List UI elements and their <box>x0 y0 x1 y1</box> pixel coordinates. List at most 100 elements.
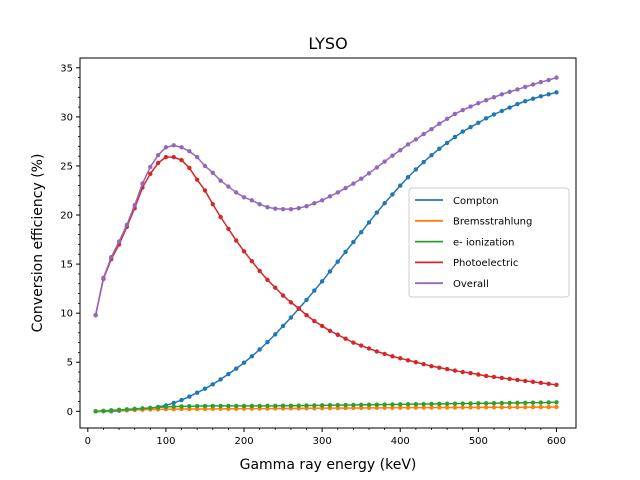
data-point <box>483 401 489 406</box>
data-point <box>499 405 504 410</box>
data-point <box>405 142 411 147</box>
y-tick-label: 20 <box>60 211 73 222</box>
data-point <box>179 404 184 409</box>
data-point <box>179 145 184 150</box>
data-point <box>257 403 262 409</box>
data-point <box>554 75 559 80</box>
data-point <box>374 402 380 407</box>
data-point <box>351 181 356 186</box>
data-point <box>499 108 504 114</box>
data-point <box>288 300 294 305</box>
data-point <box>421 401 426 407</box>
data-point <box>398 183 403 188</box>
data-point <box>366 220 372 225</box>
data-point <box>265 403 270 409</box>
data-point <box>335 332 340 337</box>
data-point <box>444 401 450 406</box>
data-point <box>116 407 122 413</box>
data-point <box>265 204 270 210</box>
data-point <box>546 381 551 387</box>
data-point <box>530 96 536 101</box>
data-point <box>234 403 239 409</box>
data-point <box>210 403 215 409</box>
data-point <box>382 351 387 357</box>
x-tick-label: 500 <box>469 436 488 447</box>
data-point <box>202 163 208 169</box>
data-point <box>444 140 450 146</box>
data-point <box>366 171 372 176</box>
data-point <box>124 222 130 228</box>
data-point <box>554 382 559 388</box>
legend-item: Photoelectric <box>415 258 518 269</box>
data-point <box>374 349 380 354</box>
data-point <box>499 92 504 97</box>
data-point <box>273 403 278 409</box>
data-point <box>382 159 387 164</box>
data-point <box>132 203 137 208</box>
data-point <box>132 406 137 412</box>
data-point <box>483 373 489 379</box>
data-point <box>366 402 372 407</box>
data-point <box>241 249 247 254</box>
data-point <box>93 409 98 414</box>
data-point <box>398 405 403 410</box>
data-point <box>421 159 426 165</box>
legend-label: Bremsstrahlung <box>453 217 532 228</box>
data-point <box>523 404 528 410</box>
data-point <box>546 400 551 405</box>
data-point <box>413 137 419 142</box>
data-point <box>327 328 333 334</box>
data-point <box>343 402 348 408</box>
y-axis: 0 5 10 15 20 25 30 35 <box>60 63 80 418</box>
data-point <box>460 129 465 134</box>
data-point <box>319 279 325 284</box>
data-point <box>398 148 403 153</box>
data-point <box>304 403 309 408</box>
data-point <box>273 285 278 290</box>
data-point <box>437 146 442 151</box>
data-point <box>444 116 450 122</box>
data-point <box>476 405 481 410</box>
data-point <box>538 79 544 85</box>
data-point <box>359 230 364 235</box>
data-point <box>437 401 442 407</box>
data-point <box>452 111 458 117</box>
x-tick-label: 0 <box>85 436 91 447</box>
data-point <box>101 408 106 414</box>
y-tick-label: 25 <box>60 161 73 172</box>
data-point <box>93 312 98 318</box>
legend-item: Overall <box>415 279 489 290</box>
legend-item: e- ionization <box>415 237 514 248</box>
data-point <box>476 100 481 106</box>
data-point <box>351 402 356 408</box>
data-point <box>366 346 372 351</box>
data-point <box>366 405 372 411</box>
data-point <box>538 380 544 386</box>
data-point <box>343 249 348 255</box>
data-point <box>483 116 489 121</box>
data-point <box>444 366 450 372</box>
data-point <box>312 201 317 206</box>
data-point <box>257 268 262 274</box>
data-point <box>234 366 239 371</box>
data-point <box>413 405 419 410</box>
data-point <box>359 176 364 181</box>
plot-frame <box>79 57 577 429</box>
data-point <box>280 206 286 212</box>
data-point <box>319 323 325 329</box>
data-point <box>491 400 497 406</box>
data-point <box>429 363 434 369</box>
legend-item: Bremsstrahlung <box>415 217 532 228</box>
data-point <box>398 356 403 361</box>
data-point <box>280 403 286 408</box>
legend-label: e- ionization <box>453 237 514 248</box>
data-point <box>343 185 348 191</box>
chart-title: LYSO <box>308 34 347 53</box>
data-point <box>257 347 262 352</box>
data-point <box>312 318 317 324</box>
data-point <box>398 402 403 407</box>
data-point <box>405 175 411 180</box>
data-point <box>234 238 239 243</box>
data-point <box>179 397 184 403</box>
